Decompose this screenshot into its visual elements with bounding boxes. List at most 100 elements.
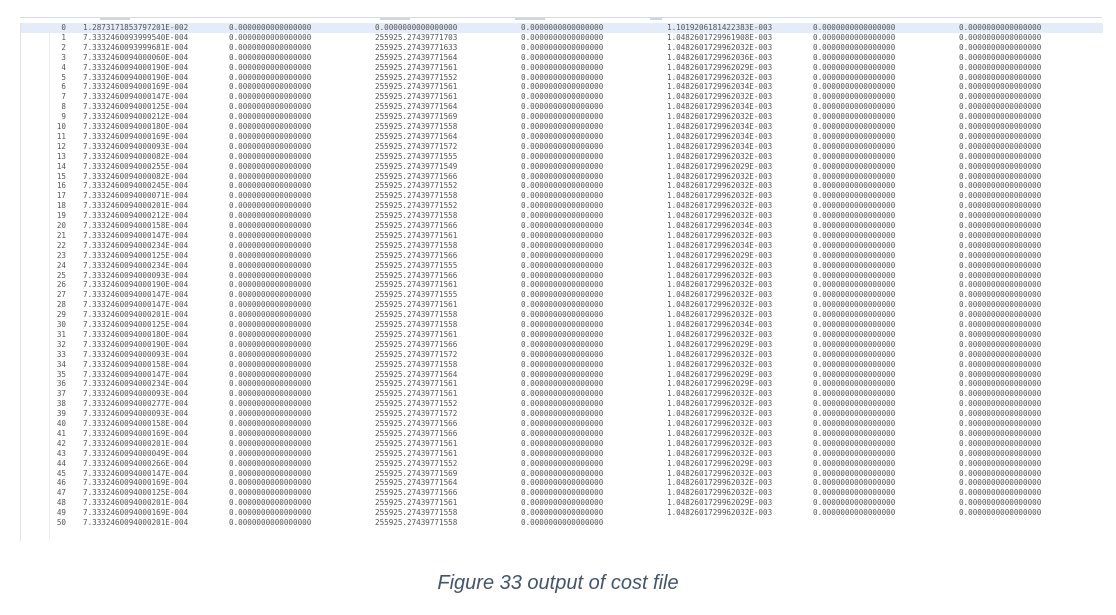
table-row: 1 7.3332460093999540E-004 0.00000000000000…: [21, 33, 1103, 43]
table-cell: 255925.27439771566: [375, 339, 458, 349]
table-cell: 1.0482601729962032E-003: [667, 171, 773, 181]
table-cell: 0.0000000000000000: [959, 230, 1042, 240]
table-cell: 0.0000000000000000: [521, 339, 604, 349]
table-cell: 1.0482601729962032E-003: [667, 310, 773, 320]
table-cell: 255925.27439771555: [375, 151, 458, 161]
table-cell: 0.0000000000000000: [521, 270, 604, 280]
table-cell: 0.0000000000000000: [229, 498, 312, 508]
table-row: 13 7.3332460094000082E-004 0.0000000000000…: [21, 152, 1103, 162]
table-row: 25 7.3332460094000093E-004 0.0000000000000…: [21, 271, 1103, 281]
table-cell: 255925.27439771561: [375, 329, 458, 339]
table-cell: 0.0000000000000000: [229, 92, 312, 102]
table-cell: 255925.27439771561: [375, 280, 458, 290]
table-cell: 0.0000000000000000: [959, 191, 1042, 201]
row-index: 32: [56, 339, 66, 349]
table-cell: 0.0000000000000000: [521, 151, 604, 161]
table-cell: 1.0482601729962032E-003: [667, 488, 773, 498]
table-cell: 0.0000000000000000: [521, 122, 604, 131]
table-cell: 0.0000000000000000: [813, 369, 896, 379]
table-cell: 0.0000000000000000: [521, 498, 604, 508]
table-cell: 255925.27439771555: [375, 260, 458, 270]
table-cell: 0.0000000000000000: [521, 438, 604, 448]
table-cell: 0.0000000000000000: [959, 171, 1042, 181]
row-index: 6: [61, 82, 66, 92]
table-cell: 0.0000000000000000: [229, 191, 312, 201]
table-cell: 0.0000000000000000: [229, 369, 312, 379]
row-index: 41: [56, 428, 66, 438]
table-cell: 255925.27439771552: [375, 181, 458, 191]
table-row: 7 7.3332460094000147E-004 0.00000000000000…: [21, 92, 1103, 102]
row-index: 14: [56, 161, 66, 171]
table-cell: 0.0000000000000000: [521, 221, 604, 230]
table-cell: 255925.27439771566: [375, 270, 458, 280]
table-cell: 7.3332460094000125E-004: [83, 320, 189, 329]
table-cell: 7.3332460094000082E-004: [83, 151, 189, 161]
row-index: 24: [56, 260, 66, 270]
table-cell: 0.0000000000000000: [521, 102, 604, 112]
table-cell: 0.0000000000000000: [959, 72, 1042, 82]
table-cell: 0.0000000000000000: [229, 448, 312, 458]
table-row: 20 7.3332460094000158E-004 0.0000000000000…: [21, 221, 1103, 231]
table-cell: 7.3332460093999681E-004: [83, 42, 189, 52]
table-row: 28 7.3332460094000147E-004 0.0000000000000…: [21, 300, 1103, 310]
row-index: 5: [61, 72, 66, 82]
row-index: 22: [56, 240, 66, 250]
table-cell: 0.0000000000000000: [959, 201, 1042, 211]
table-cell: 0.0000000000000000: [229, 359, 312, 369]
row-index: 25: [56, 270, 66, 280]
table-cell: 0.0000000000000000: [959, 62, 1042, 72]
table-cell: 0.0000000000000000: [959, 498, 1042, 508]
row-index: 11: [56, 131, 66, 141]
table-cell: 1.2873171853797201E-002: [83, 23, 189, 32]
table-cell: 0.0000000000000000: [813, 300, 896, 310]
table-cell: 0.0000000000000000: [229, 290, 312, 300]
table-cell: 7.3332460094000082E-004: [83, 171, 189, 181]
table-cell: 1.0482601729962032E-003: [667, 359, 773, 369]
table-cell: 0.0000000000000000: [521, 349, 604, 359]
row-index: 31: [56, 329, 66, 339]
table-cell: 0.0000000000000000: [813, 280, 896, 290]
toolbar-mark: [650, 18, 662, 20]
table-cell: 0.0000000000000000: [959, 23, 1042, 32]
table-cell: 255925.27439771566: [375, 250, 458, 260]
table-cell: 0.0000000000000000: [521, 320, 604, 329]
table-cell: 0.0000000000000000: [959, 52, 1042, 62]
table-cell: 0.0000000000000000: [521, 82, 604, 92]
table-cell: 0.0000000000000000: [229, 438, 312, 448]
table-cell: 0.0000000000000000: [229, 518, 312, 527]
table-cell: 1.0482601729962032E-003: [667, 151, 773, 161]
table-cell: 1.0482601729962032E-003: [667, 389, 773, 399]
table-cell: 255925.27439771558: [375, 320, 458, 329]
table-cell: 0.0000000000000000: [813, 270, 896, 280]
table-cell: 0.0000000000000000: [229, 379, 312, 389]
row-index: 3: [61, 52, 66, 62]
table-cell: 255925.27439771566: [375, 428, 458, 438]
table-cell: 0.0000000000000000: [959, 82, 1042, 92]
table-cell: 7.3332460094000158E-004: [83, 419, 189, 428]
table-cell: 7.3332460094000201E-004: [83, 438, 189, 448]
table-row: 47 7.3332460094000125E-004 0.0000000000000…: [21, 488, 1103, 498]
table-cell: 255925.27439771558: [375, 191, 458, 201]
table-row: 50 7.3332460094000201E-004 0.0000000000000…: [21, 518, 1103, 528]
row-index: 42: [56, 438, 66, 448]
table-cell: 0.0000000000000000: [813, 488, 896, 498]
table-cell: 255925.27439771564: [375, 102, 458, 112]
table-cell: 0.0000000000000000: [521, 419, 604, 428]
table-cell: 0.0000000000000000: [521, 112, 604, 122]
table-cell: 0.0000000000000000: [813, 240, 896, 250]
row-index: 45: [56, 468, 66, 478]
table-cell: 0.0000000000000000: [959, 389, 1042, 399]
table-cell: 7.3332460094000169E-004: [83, 131, 189, 141]
table-cell: 0.0000000000000000: [959, 359, 1042, 369]
table-cell: 1.0482601729962032E-003: [667, 72, 773, 82]
table-cell: 0.0000000000000000: [521, 32, 604, 42]
row-index: 27: [56, 290, 66, 300]
row-index: 37: [56, 389, 66, 399]
table-cell: 0.0000000000000000: [959, 141, 1042, 151]
table-cell: 0.0000000000000000: [959, 428, 1042, 438]
table-cell: 0.0000000000000000: [229, 72, 312, 82]
table-row: 46 7.3332460094000169E-004 0.0000000000000…: [21, 478, 1103, 488]
table-cell: 0.0000000000000000: [813, 23, 896, 32]
table-cell: 0.0000000000000000: [521, 250, 604, 260]
table-cell: 1.0482601729962032E-003: [667, 230, 773, 240]
